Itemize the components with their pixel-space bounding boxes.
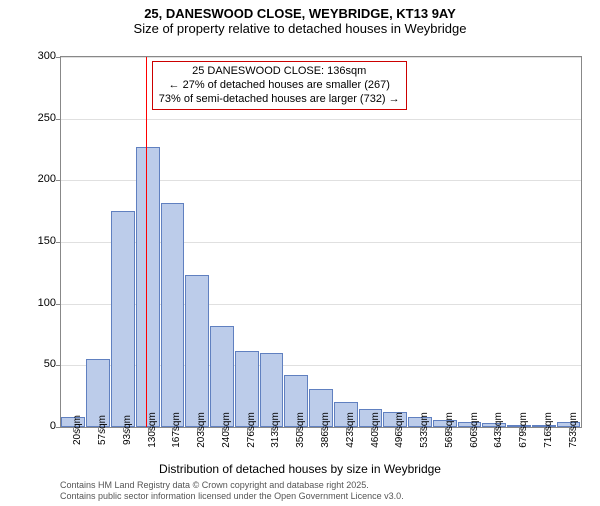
x-tick-label: 130sqm bbox=[147, 412, 158, 448]
x-tick-label: 496sqm bbox=[394, 412, 405, 448]
y-tick-label: 100 bbox=[26, 297, 56, 309]
x-tick-label: 643sqm bbox=[493, 412, 504, 448]
x-tick-label: 276sqm bbox=[246, 412, 257, 448]
y-tick-label: 50 bbox=[26, 358, 56, 370]
x-tick-label: 386sqm bbox=[320, 412, 331, 448]
y-tick-mark bbox=[56, 119, 61, 120]
x-tick-label: 606sqm bbox=[469, 412, 480, 448]
x-tick-label: 716sqm bbox=[543, 412, 554, 448]
y-tick-mark bbox=[56, 57, 61, 58]
x-tick-label: 679sqm bbox=[518, 412, 529, 448]
x-tick-label: 753sqm bbox=[568, 412, 579, 448]
x-tick-label: 533sqm bbox=[419, 412, 430, 448]
x-tick-label: 20sqm bbox=[72, 415, 83, 445]
y-tick-mark bbox=[56, 365, 61, 366]
x-tick-label: 167sqm bbox=[171, 412, 182, 448]
x-axis-label: Distribution of detached houses by size … bbox=[0, 462, 600, 476]
y-tick-mark bbox=[56, 180, 61, 181]
footer-line-1: Contains HM Land Registry data © Crown c… bbox=[60, 480, 404, 491]
y-tick-label: 200 bbox=[26, 173, 56, 185]
y-tick-mark bbox=[56, 427, 61, 428]
x-tick-label: 350sqm bbox=[295, 412, 306, 448]
y-tick-label: 300 bbox=[26, 50, 56, 62]
annotation-line: 25 DANESWOOD CLOSE: 136sqm bbox=[159, 65, 400, 79]
gridline bbox=[61, 119, 581, 120]
y-tick-label: 250 bbox=[26, 112, 56, 124]
x-tick-label: 240sqm bbox=[221, 412, 232, 448]
chart-title-main: 25, DANESWOOD CLOSE, WEYBRIDGE, KT13 9AY bbox=[0, 6, 600, 21]
x-tick-label: 423sqm bbox=[345, 412, 356, 448]
y-tick-mark bbox=[56, 304, 61, 305]
histogram-bar bbox=[161, 203, 185, 427]
property-marker-line bbox=[146, 57, 147, 427]
x-tick-label: 57sqm bbox=[97, 415, 108, 445]
y-tick-mark bbox=[56, 242, 61, 243]
histogram-bar bbox=[111, 211, 135, 427]
y-tick-label: 0 bbox=[26, 420, 56, 432]
gridline bbox=[61, 57, 581, 58]
annotation-box: 25 DANESWOOD CLOSE: 136sqm← 27% of detac… bbox=[152, 61, 407, 110]
histogram-bar bbox=[185, 275, 209, 427]
x-tick-label: 313sqm bbox=[270, 412, 281, 448]
histogram-bar bbox=[136, 147, 160, 427]
y-tick-label: 150 bbox=[26, 235, 56, 247]
plot-area: 25 DANESWOOD CLOSE: 136sqm← 27% of detac… bbox=[60, 56, 582, 428]
x-tick-label: 93sqm bbox=[122, 415, 133, 445]
chart-title-sub: Size of property relative to detached ho… bbox=[0, 21, 600, 36]
x-tick-label: 203sqm bbox=[196, 412, 207, 448]
chart-footer: Contains HM Land Registry data © Crown c… bbox=[60, 480, 404, 502]
x-tick-label: 569sqm bbox=[444, 412, 455, 448]
annotation-line: ← 27% of detached houses are smaller (26… bbox=[159, 79, 400, 93]
x-tick-label: 460sqm bbox=[370, 412, 381, 448]
annotation-line: 73% of semi-detached houses are larger (… bbox=[159, 93, 400, 107]
histogram-chart: 25, DANESWOOD CLOSE, WEYBRIDGE, KT13 9AY… bbox=[0, 6, 600, 506]
